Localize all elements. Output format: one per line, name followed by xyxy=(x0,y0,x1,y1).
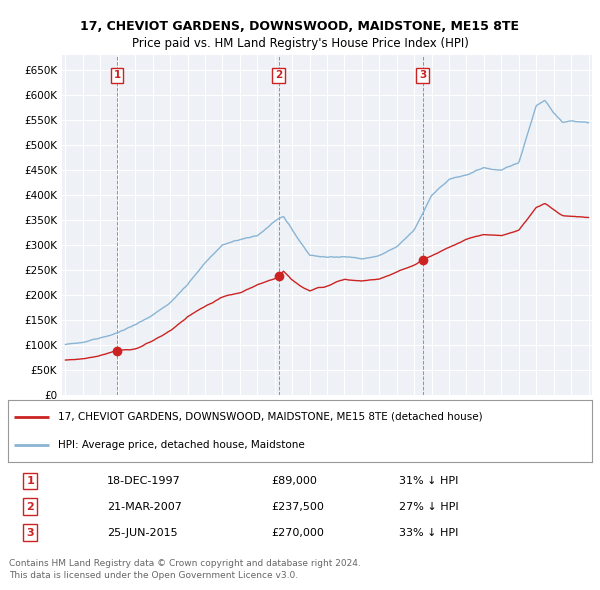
Text: 1: 1 xyxy=(26,476,34,486)
Text: Contains HM Land Registry data © Crown copyright and database right 2024.
This d: Contains HM Land Registry data © Crown c… xyxy=(9,559,361,580)
Text: 18-DEC-1997: 18-DEC-1997 xyxy=(107,476,181,486)
Text: £89,000: £89,000 xyxy=(271,476,317,486)
Text: Price paid vs. HM Land Registry's House Price Index (HPI): Price paid vs. HM Land Registry's House … xyxy=(131,37,469,50)
Text: 31% ↓ HPI: 31% ↓ HPI xyxy=(399,476,458,486)
Text: 25-JUN-2015: 25-JUN-2015 xyxy=(107,527,178,537)
Text: HPI: Average price, detached house, Maidstone: HPI: Average price, detached house, Maid… xyxy=(58,440,304,450)
Text: 17, CHEVIOT GARDENS, DOWNSWOOD, MAIDSTONE, ME15 8TE: 17, CHEVIOT GARDENS, DOWNSWOOD, MAIDSTON… xyxy=(80,20,520,33)
Text: 2: 2 xyxy=(26,502,34,512)
Text: 21-MAR-2007: 21-MAR-2007 xyxy=(107,502,182,512)
Text: 17, CHEVIOT GARDENS, DOWNSWOOD, MAIDSTONE, ME15 8TE (detached house): 17, CHEVIOT GARDENS, DOWNSWOOD, MAIDSTON… xyxy=(58,412,482,422)
Text: 3: 3 xyxy=(26,527,34,537)
Text: 1: 1 xyxy=(113,70,121,80)
Text: £270,000: £270,000 xyxy=(271,527,323,537)
Text: 2: 2 xyxy=(275,70,282,80)
Text: 3: 3 xyxy=(419,70,426,80)
Text: 33% ↓ HPI: 33% ↓ HPI xyxy=(399,527,458,537)
Text: £237,500: £237,500 xyxy=(271,502,323,512)
Text: 27% ↓ HPI: 27% ↓ HPI xyxy=(399,502,459,512)
